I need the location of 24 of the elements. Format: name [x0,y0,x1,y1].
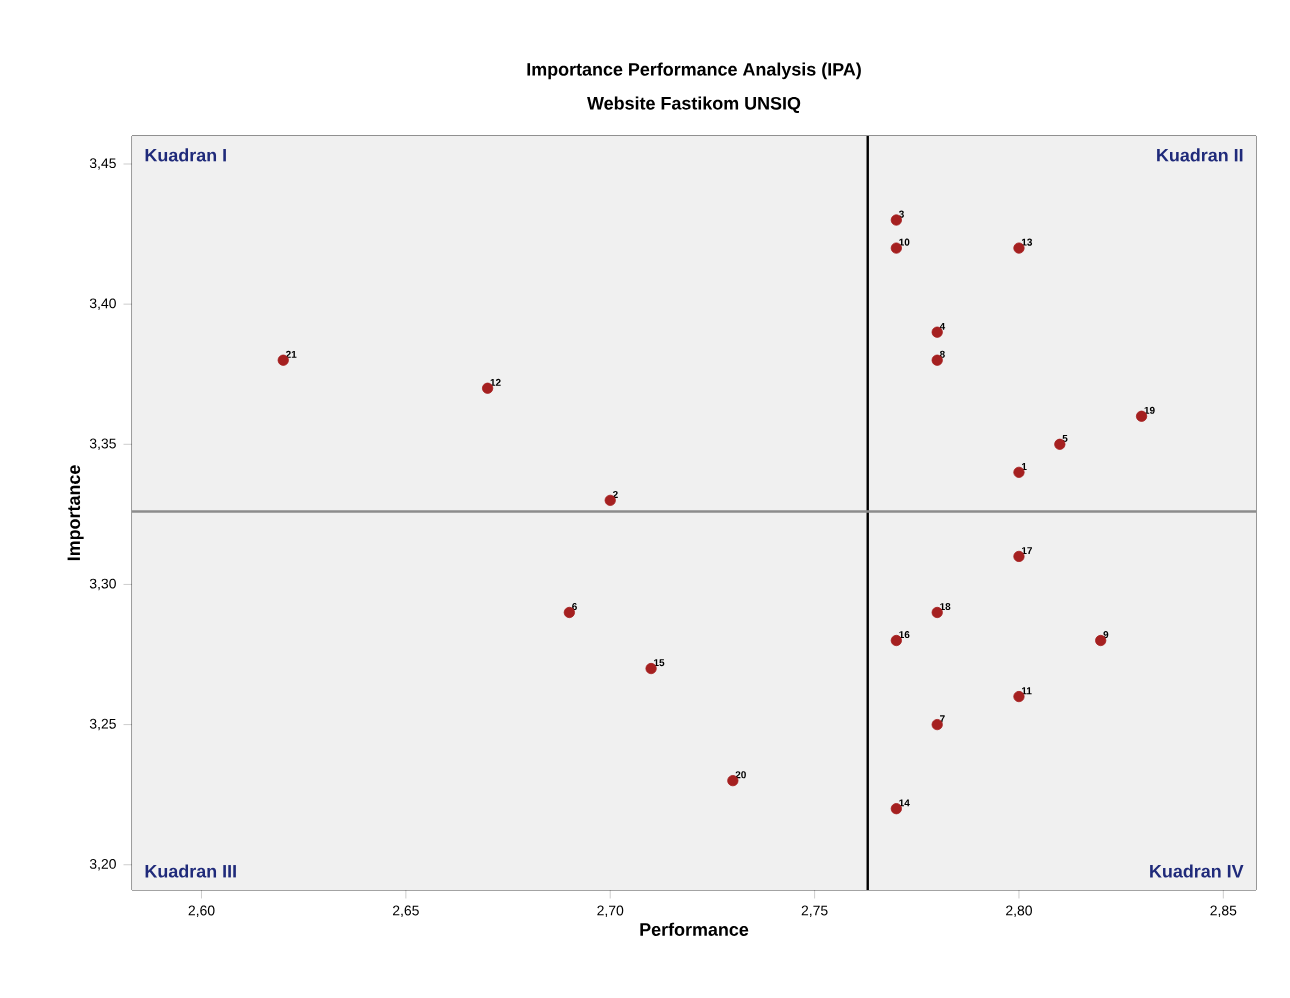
annotation: Kuadran II [1157,148,1243,162]
point [563,606,575,619]
point [931,606,943,619]
point [890,214,902,226]
annotation: Kuadran III [145,864,236,878]
x-axis-title: Performance [640,922,749,936]
y-axis-title: Importance [67,465,84,561]
point [890,242,902,254]
point [890,803,902,815]
point [931,354,943,366]
annotation: Kuadran IV [1150,864,1244,878]
point [1013,242,1025,254]
point [604,494,616,506]
chart-title: Importance Performance Analysis (IPA) [527,62,861,80]
point [1013,466,1025,478]
point [727,775,739,787]
point [645,662,657,675]
point [931,719,943,731]
point [890,634,902,647]
chart-subtitle: Website Fastikom UNSIQ [587,96,801,113]
point [1013,690,1025,703]
point [277,354,289,366]
point [1013,550,1025,563]
annotation: Kuadran I [145,148,226,162]
